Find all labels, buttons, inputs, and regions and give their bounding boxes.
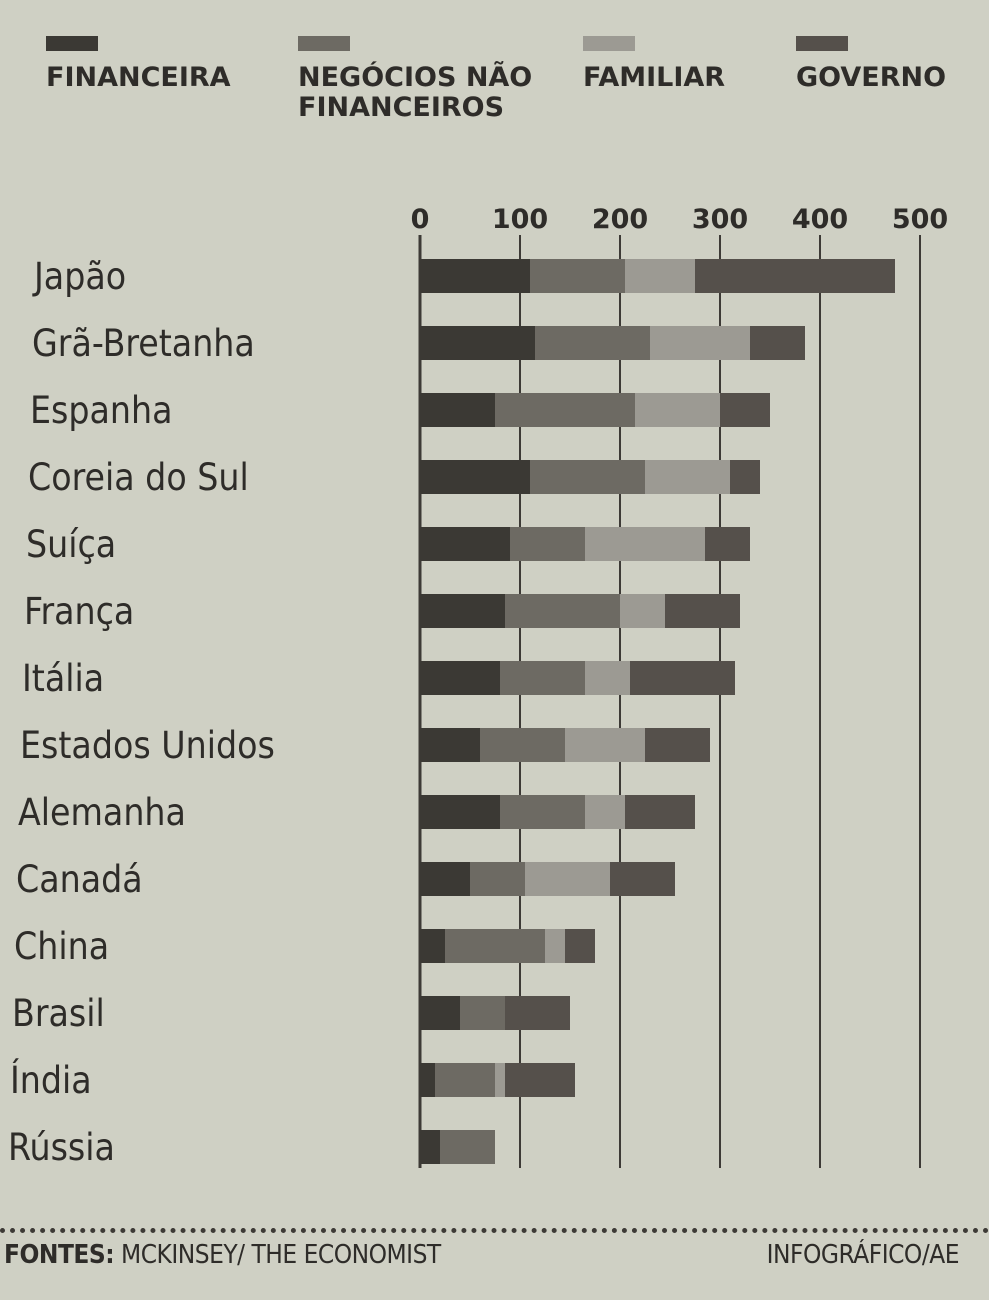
category-label: Alemanha: [18, 791, 186, 834]
category-label: China: [14, 925, 109, 968]
category-label: França: [24, 590, 134, 633]
bar-segment: [625, 795, 695, 829]
bar-segment: [625, 259, 695, 293]
bar-segment: [585, 661, 630, 695]
bar-segment: [705, 527, 750, 561]
legend-swatch-financeira: [46, 36, 98, 51]
x-tick-labels: 0 100 200 300 400 500: [411, 204, 949, 235]
bars: [420, 259, 895, 1164]
stacked-bar-chart: 0 100 200 300 400 500 Japão Grã-Bretanha Espanh…: [8, 204, 949, 1169]
legend: FINANCEIRA NEGÓCIOS NÃO FINANCEIROS FAMI…: [0, 36, 989, 146]
bar-segment: [585, 527, 705, 561]
footer-source: FONTES: MCKINSEY/ THE ECONOMIST: [4, 1240, 441, 1270]
legend-item-familiar: FAMILIAR: [583, 36, 725, 93]
x-tick-label: 200: [592, 204, 648, 235]
category-label: Suíça: [26, 523, 116, 566]
bar-segment: [445, 929, 545, 963]
footer-source-label: FONTES:: [4, 1240, 115, 1270]
legend-swatch-negocios: [298, 36, 350, 51]
bar-segment: [420, 1130, 440, 1164]
footer-credit: INFOGRÁFICO/AE: [766, 1240, 960, 1270]
x-tick-label: 0: [411, 204, 430, 235]
bar-segment: [610, 862, 675, 896]
bar-segment: [500, 795, 585, 829]
bar-segment: [535, 326, 650, 360]
bar-segment: [420, 661, 500, 695]
bar-segment: [470, 862, 525, 896]
category-labels: Japão Grã-Bretanha Espanha Coreia do Sul Suí…: [8, 255, 275, 1169]
bar-segment: [420, 728, 480, 762]
legend-item-financeira: FINANCEIRA: [46, 36, 231, 93]
x-tick-label: 500: [892, 204, 948, 235]
legend-label-negocios: NEGÓCIOS NÃO FINANCEIROS: [298, 62, 533, 123]
bar-segment: [530, 259, 625, 293]
bar-segment: [480, 728, 565, 762]
category-label: Estados Unidos: [20, 724, 275, 767]
bar-segment: [630, 661, 735, 695]
x-tick-label: 300: [692, 204, 748, 235]
bar-segment: [420, 929, 445, 963]
x-tick-label: 100: [492, 204, 548, 235]
bar-segment: [565, 929, 595, 963]
bar-segment: [420, 259, 530, 293]
bar-segment: [420, 1063, 435, 1097]
bar-segment: [420, 326, 535, 360]
bar-segment: [440, 1130, 495, 1164]
bar-segment: [420, 393, 495, 427]
bar-segment: [420, 527, 510, 561]
bar-segment: [695, 259, 895, 293]
bar-segment: [530, 460, 645, 494]
bar-segment: [620, 594, 665, 628]
category-label: Canadá: [16, 858, 143, 901]
bar-segment: [525, 862, 610, 896]
footer-source-text: MCKINSEY/ THE ECONOMIST: [114, 1240, 441, 1270]
category-label: Itália: [22, 657, 104, 700]
bar-segment: [420, 996, 460, 1030]
bar-segment: [750, 326, 805, 360]
x-tick-label: 400: [792, 204, 848, 235]
bar-segment: [585, 795, 625, 829]
bar-segment: [545, 929, 565, 963]
bar-segment: [650, 326, 750, 360]
bar-segment: [565, 728, 645, 762]
legend-swatch-governo: [796, 36, 848, 51]
category-label: Brasil: [12, 992, 105, 1035]
bar-segment: [665, 594, 740, 628]
bar-segment: [420, 795, 500, 829]
bar-segment: [495, 393, 635, 427]
bar-segment: [420, 862, 470, 896]
bar-segment: [645, 460, 730, 494]
category-label: Coreia do Sul: [28, 456, 249, 499]
bar-segment: [645, 728, 710, 762]
bar-segment: [420, 460, 530, 494]
legend-item-governo: GOVERNO: [796, 36, 946, 93]
legend-item-negocios: NEGÓCIOS NÃO FINANCEIROS: [298, 36, 532, 123]
category-label: Japão: [32, 255, 126, 298]
bar-segment: [505, 594, 620, 628]
bar-segment: [460, 996, 505, 1030]
legend-swatch-familiar: [583, 36, 635, 51]
category-label: Espanha: [30, 389, 173, 432]
bar-segment: [720, 393, 770, 427]
bar-segment: [505, 996, 570, 1030]
bar-segment: [510, 527, 585, 561]
bar-segment: [505, 1063, 575, 1097]
category-label: Índia: [10, 1058, 92, 1102]
bar-segment: [435, 1063, 495, 1097]
bar-segment: [495, 1063, 505, 1097]
legend-label-familiar: FAMILIAR: [583, 62, 726, 93]
legend-label-financeira: FINANCEIRA: [46, 62, 231, 93]
footer-divider: [0, 1228, 989, 1233]
bar-segment: [635, 393, 720, 427]
bar-segment: [420, 594, 505, 628]
category-label: Grã-Bretanha: [32, 322, 255, 365]
bar-segment: [500, 661, 585, 695]
category-label: Rússia: [8, 1126, 115, 1169]
bar-segment: [730, 460, 760, 494]
legend-label-governo: GOVERNO: [796, 62, 947, 93]
